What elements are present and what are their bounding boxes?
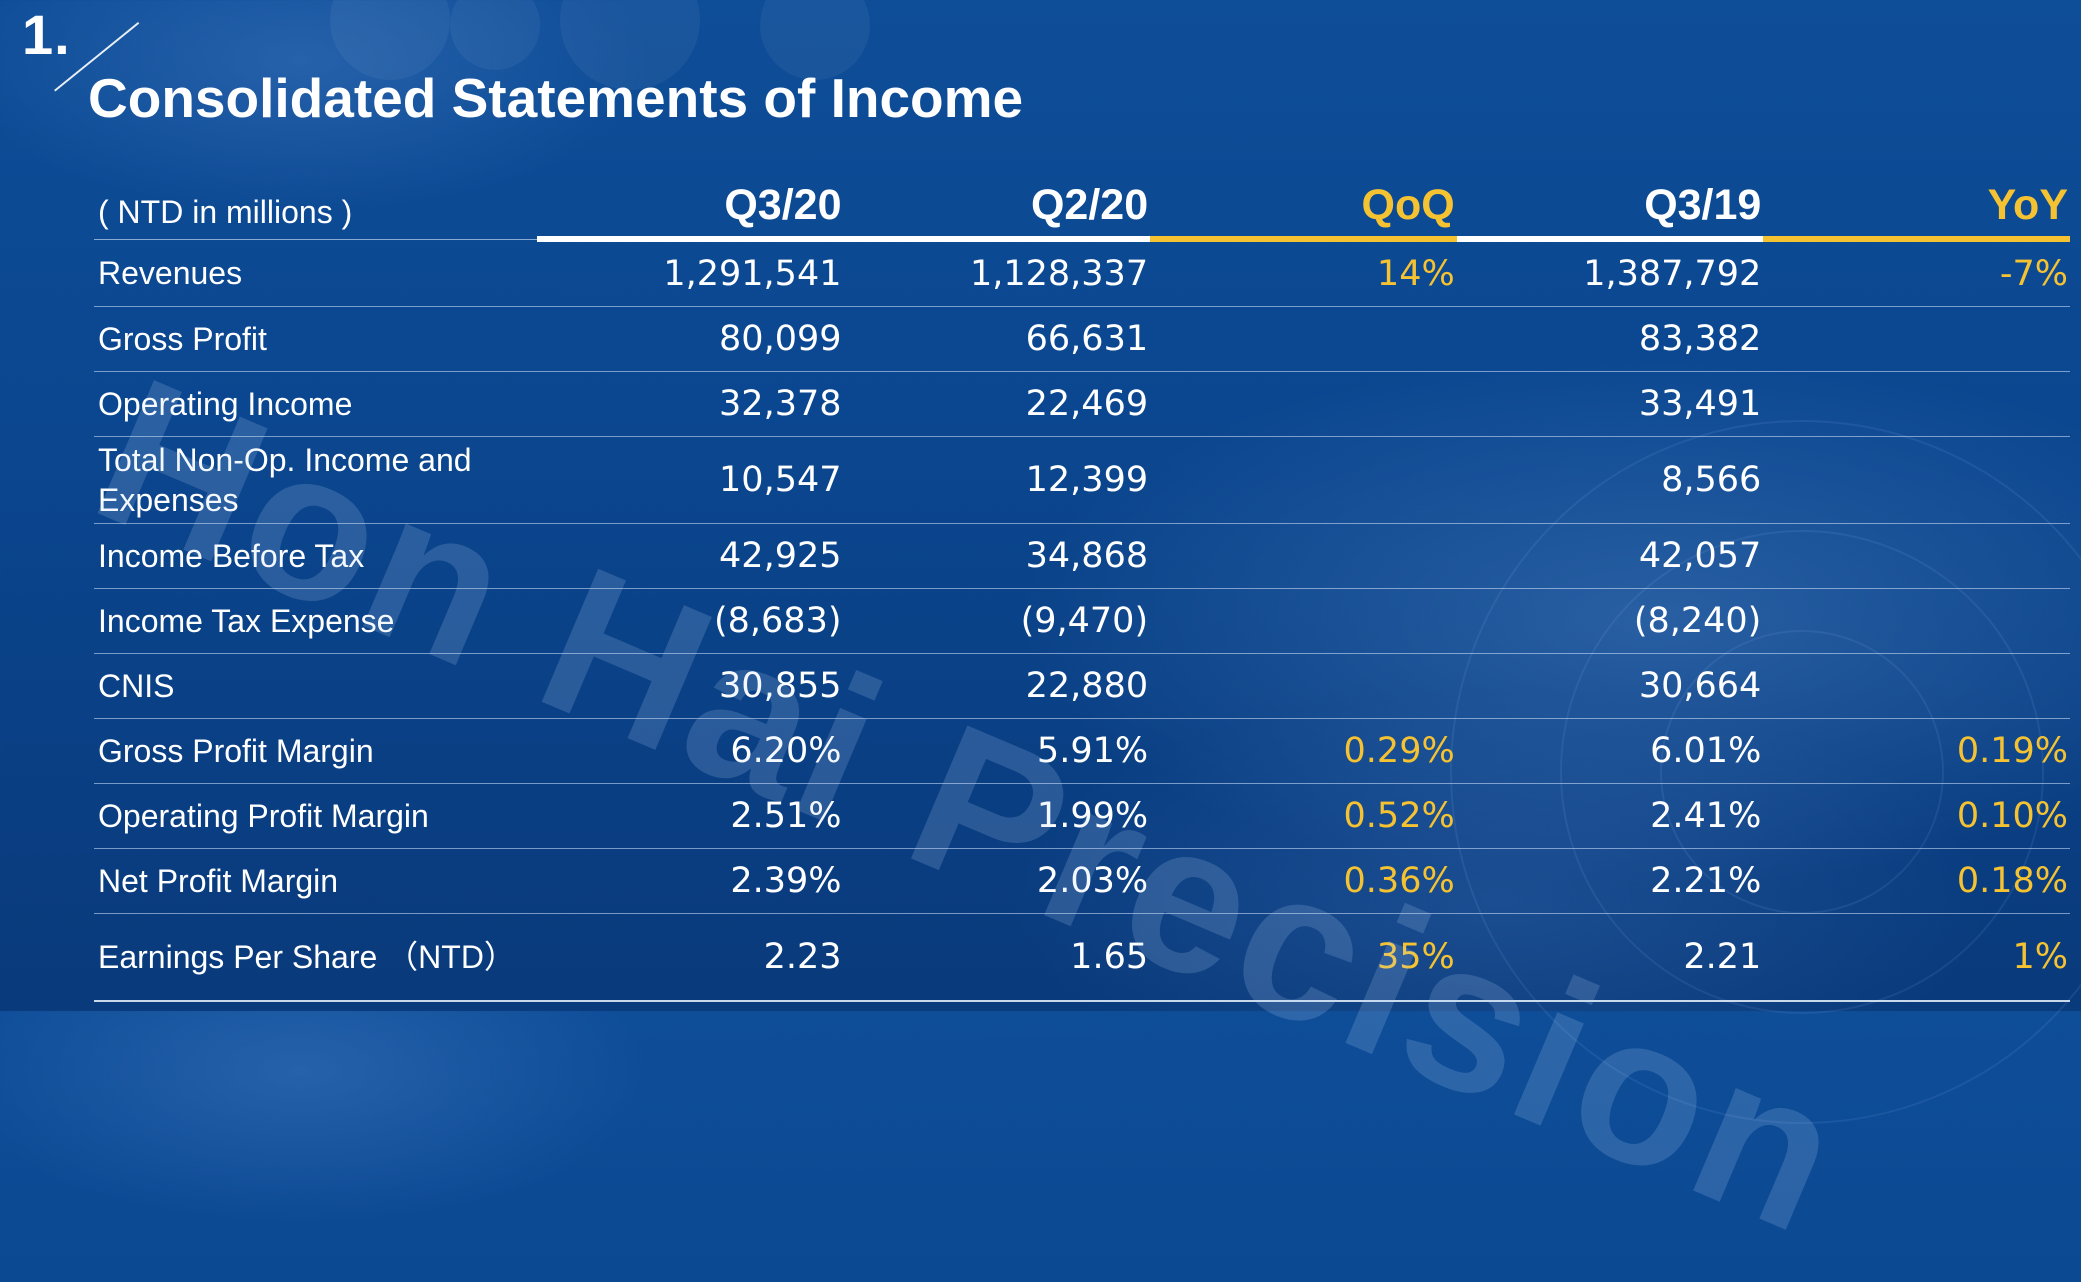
- cell-q3-20: 80,099: [536, 306, 844, 372]
- cell-yoy: 0.19%: [1763, 718, 2070, 784]
- cell-qoq: [1150, 371, 1457, 437]
- cell-q3-19: 6.01%: [1456, 718, 1764, 784]
- cell-q3-20: 2.51%: [536, 783, 844, 849]
- cell-qoq: 14%: [1150, 239, 1457, 307]
- cell-q2-20: 66,631: [843, 306, 1151, 372]
- cell-yoy: -7%: [1763, 239, 2070, 307]
- cell-q3-20: 2.23: [536, 913, 844, 1002]
- cell-qoq: [1150, 653, 1457, 719]
- cell-qoq: [1150, 588, 1457, 654]
- cell-yoy: [1763, 653, 2070, 719]
- column-header-q3-19: Q3/19: [1456, 168, 1764, 242]
- table-header-row: ( NTD in millions ) Q3/20 Q2/20 QoQ Q3/1…: [94, 168, 2070, 242]
- cell-yoy: 1%: [1763, 913, 2070, 1002]
- slide-number: 1.: [22, 3, 71, 66]
- cell-qoq: [1150, 306, 1457, 372]
- cell-yoy: [1763, 436, 2070, 524]
- cell-yoy: 0.10%: [1763, 783, 2070, 849]
- cell-q2-20: 22,880: [843, 653, 1151, 719]
- cell-q3-20: 1,291,541: [536, 239, 844, 307]
- cell-q3-20: (8,683): [536, 588, 844, 654]
- cell-yoy: 0.18%: [1763, 848, 2070, 914]
- table-row: Net Profit Margin 2.39% 2.03% 0.36% 2.21…: [94, 848, 2070, 914]
- cell-q3-19: 2.41%: [1456, 783, 1764, 849]
- cell-yoy: [1763, 588, 2070, 654]
- table-row: Operating Profit Margin 2.51% 1.99% 0.52…: [94, 783, 2070, 849]
- cell-q3-19: 42,057: [1456, 523, 1764, 589]
- background-bubble: [450, 0, 540, 70]
- cell-q3-19: 8,566: [1456, 436, 1764, 524]
- cell-q3-19: (8,240): [1456, 588, 1764, 654]
- column-header-qoq: QoQ: [1150, 168, 1457, 242]
- cell-q2-20: 1.99%: [843, 783, 1151, 849]
- cell-q3-20: 42,925: [536, 523, 844, 589]
- table-row: Operating Income 32,378 22,469 33,491: [94, 371, 2070, 437]
- cell-qoq: 0.36%: [1150, 848, 1457, 914]
- row-label: Gross Profit Margin: [94, 718, 537, 784]
- cell-q3-19: 30,664: [1456, 653, 1764, 719]
- table-row: CNIS 30,855 22,880 30,664: [94, 653, 2070, 719]
- income-statement-table: ( NTD in millions ) Q3/20 Q2/20 QoQ Q3/1…: [94, 168, 2070, 1002]
- cell-q2-20: 12,399: [843, 436, 1151, 524]
- row-label: Operating Income: [94, 371, 537, 437]
- cell-q3-20: 10,547: [536, 436, 844, 524]
- row-label: Revenues: [94, 239, 537, 307]
- table-row: Earnings Per Share （NTD） 2.23 1.65 35% 2…: [94, 913, 2070, 1002]
- cell-q3-19: 33,491: [1456, 371, 1764, 437]
- row-label: CNIS: [94, 653, 537, 719]
- cell-q2-20: 34,868: [843, 523, 1151, 589]
- cell-qoq: 35%: [1150, 913, 1457, 1002]
- cell-q2-20: (9,470): [843, 588, 1151, 654]
- cell-q2-20: 22,469: [843, 371, 1151, 437]
- table-row: Revenues 1,291,541 1,128,337 14% 1,387,7…: [94, 239, 2070, 307]
- row-label: Net Profit Margin: [94, 848, 537, 914]
- unit-label: ( NTD in millions ): [94, 168, 537, 240]
- cell-q3-20: 30,855: [536, 653, 844, 719]
- table-row: Income Tax Expense (8,683) (9,470) (8,24…: [94, 588, 2070, 654]
- table-row: Gross Profit 80,099 66,631 83,382: [94, 306, 2070, 372]
- column-header-q3-20: Q3/20: [536, 168, 844, 242]
- cell-qoq: [1150, 523, 1457, 589]
- column-header-yoy: YoY: [1763, 168, 2070, 242]
- cell-qoq: 0.29%: [1150, 718, 1457, 784]
- column-header-q2-20: Q2/20: [843, 168, 1151, 242]
- cell-q3-19: 2.21%: [1456, 848, 1764, 914]
- cell-q2-20: 1,128,337: [843, 239, 1151, 307]
- table-row: Gross Profit Margin 6.20% 5.91% 0.29% 6.…: [94, 718, 2070, 784]
- table-row: Income Before Tax 42,925 34,868 42,057: [94, 523, 2070, 589]
- row-label: Gross Profit: [94, 306, 537, 372]
- row-label: Income Tax Expense: [94, 588, 537, 654]
- table-row: Total Non-Op. Income and Expenses 10,547…: [94, 436, 2070, 524]
- cell-q3-19: 2.21: [1456, 913, 1764, 1002]
- page-title: Consolidated Statements of Income: [88, 67, 1024, 129]
- cell-q3-20: 2.39%: [536, 848, 844, 914]
- cell-q3-19: 83,382: [1456, 306, 1764, 372]
- cell-q3-20: 6.20%: [536, 718, 844, 784]
- cell-yoy: [1763, 523, 2070, 589]
- cell-q2-20: 5.91%: [843, 718, 1151, 784]
- cell-yoy: [1763, 371, 2070, 437]
- cell-qoq: 0.52%: [1150, 783, 1457, 849]
- row-label: Earnings Per Share （NTD）: [94, 913, 537, 1002]
- cell-qoq: [1150, 436, 1457, 524]
- cell-q2-20: 1.65: [843, 913, 1151, 1002]
- row-label: Income Before Tax: [94, 523, 537, 589]
- row-label: Total Non-Op. Income and Expenses: [94, 436, 537, 524]
- row-label: Operating Profit Margin: [94, 783, 537, 849]
- cell-q2-20: 2.03%: [843, 848, 1151, 914]
- cell-q3-20: 32,378: [536, 371, 844, 437]
- cell-yoy: [1763, 306, 2070, 372]
- cell-q3-19: 1,387,792: [1456, 239, 1764, 307]
